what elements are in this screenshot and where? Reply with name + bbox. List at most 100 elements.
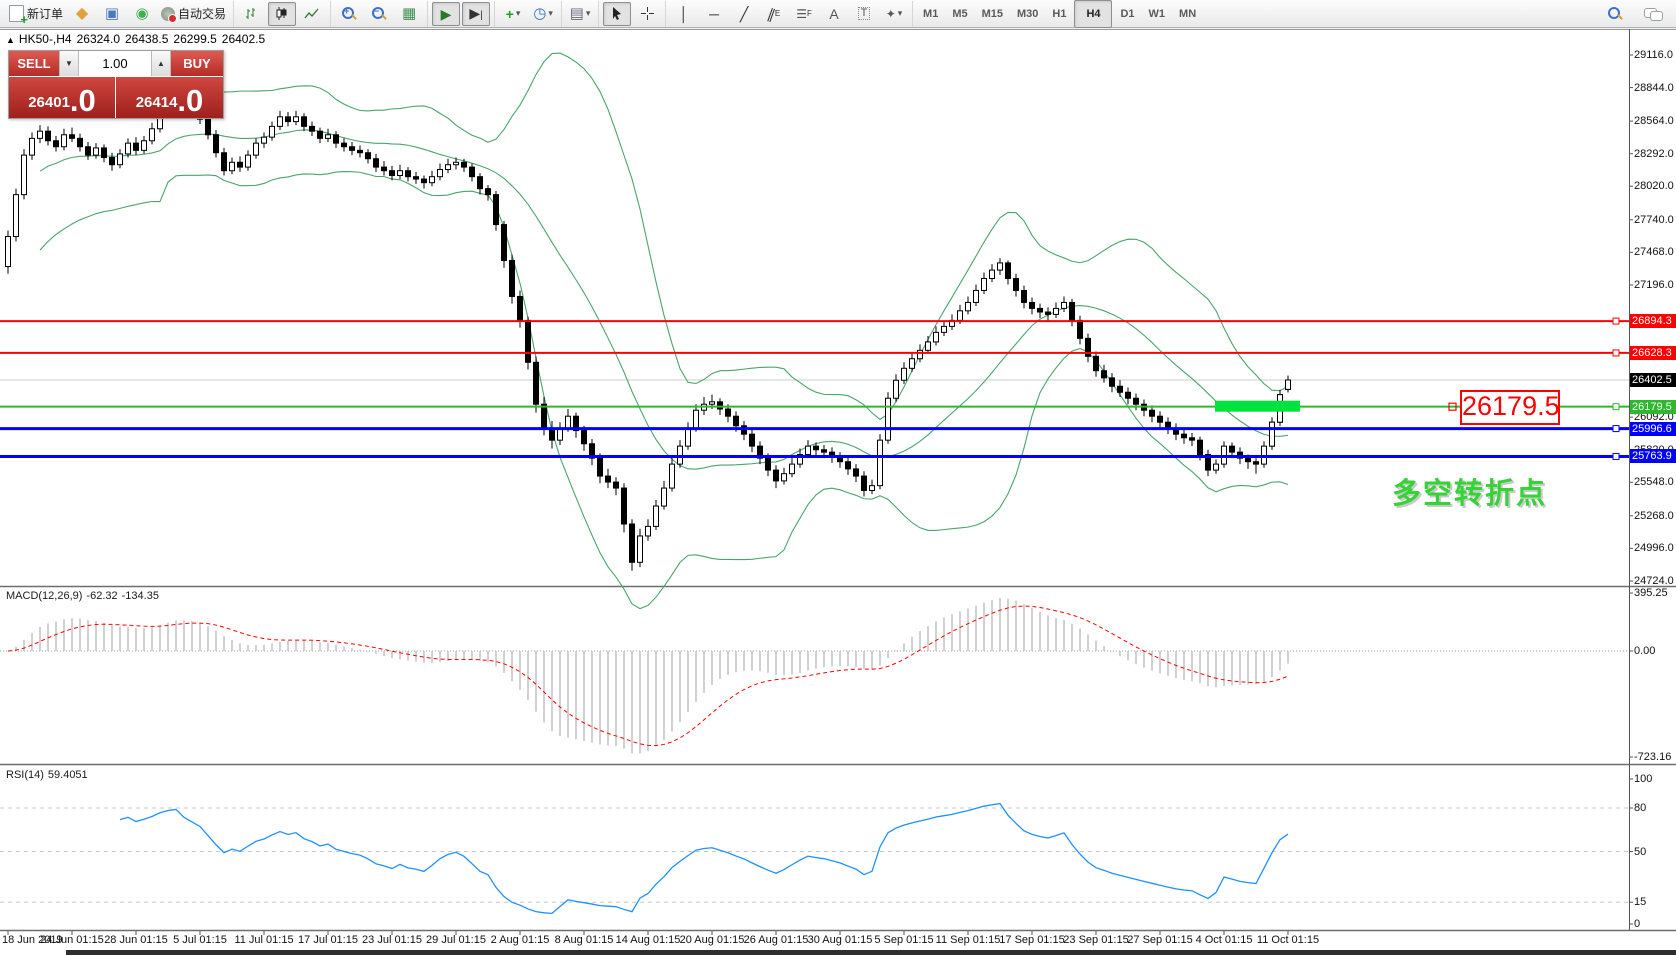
chart-canvas[interactable] [0, 29, 1676, 955]
buy-button[interactable]: BUY [171, 51, 223, 76]
sell-price-main: 26401 [28, 94, 70, 111]
shapes-button[interactable]: ✦ ▾ [880, 2, 908, 26]
auto-scroll-button[interactable]: ▶ [432, 1, 461, 26]
hline-anchor-icon[interactable] [1612, 452, 1620, 460]
market-button[interactable]: ◆ [68, 2, 96, 26]
tile-windows-icon: ▦ [401, 5, 417, 22]
crosshair-icon [640, 7, 654, 20]
timeframe-mn[interactable]: MN [1179, 7, 1197, 20]
zoom-in-icon: + [341, 6, 357, 22]
channel-button[interactable]: ∥ E [760, 2, 788, 26]
hline-anchor-icon[interactable] [1612, 425, 1620, 433]
periods-button[interactable]: ◷ ▾ [529, 2, 557, 26]
crosshair-button[interactable] [633, 2, 661, 26]
symbol-period-label: HK50-,H4 [18, 32, 72, 46]
templates-button[interactable]: ▤ ▾ [566, 2, 594, 26]
text-button[interactable]: A [820, 2, 848, 26]
new-order-label: 新订单 [27, 7, 64, 21]
timeframe-m1[interactable]: M1 [923, 7, 939, 20]
candlesticks [5, 88, 1291, 571]
indicators-button[interactable]: + ▾ [499, 2, 527, 26]
candlestick-chart-button[interactable] [268, 1, 297, 26]
channel-icon-sub: E [774, 9, 781, 18]
fibonacci-button[interactable]: ☰ F [790, 2, 818, 26]
line-chart-button[interactable] [298, 2, 326, 26]
sell-price[interactable]: 26401 .0 [9, 77, 116, 118]
market-icon: ◆ [75, 4, 89, 22]
arrow-up-icon: ▲ [157, 59, 165, 68]
macd-signal-line [7, 605, 1289, 747]
volume-decrease-button[interactable]: ▼ [59, 51, 79, 76]
buy-price-main: 26414 [135, 94, 178, 111]
new-order-button[interactable]: + 新订单 [6, 2, 66, 26]
timeframe-m30[interactable]: M30 [1017, 7, 1039, 20]
collapse-triangle-icon[interactable]: ▲ [6, 35, 15, 45]
autotrading-label: 自动交易 [178, 7, 227, 21]
toolbar-group-timeframes: M1 M5 M15 M30 H1 H4 D1 W1 MN [912, 0, 1206, 28]
chart-shift-button[interactable]: ▶| [462, 1, 491, 26]
callout-anchor-icon[interactable] [1448, 402, 1457, 411]
signals-button[interactable]: ◉ [128, 2, 156, 26]
toolbar-right [1600, 2, 1674, 26]
trendline-button[interactable]: ╱ [730, 2, 758, 26]
autotrading-button[interactable]: 自动交易 [158, 2, 229, 26]
chat-button[interactable] [1639, 2, 1667, 26]
zoom-in-button[interactable]: + [335, 2, 363, 26]
toolbar-group-trade: + 新订单 ◆ ▣ ◉ 自动交易 [2, 1, 233, 27]
taskbar-edge [66, 950, 1676, 955]
search-icon [1607, 6, 1623, 22]
new-order-icon: + [9, 5, 28, 26]
autotrading-icon [161, 6, 178, 23]
sell-button[interactable]: SELL [9, 51, 59, 76]
vertical-line-button[interactable]: │ [670, 2, 698, 26]
search-button[interactable] [1601, 2, 1629, 26]
arrow-down-icon: ▼ [65, 59, 73, 68]
cursor-icon [613, 7, 622, 20]
timeframe-m15[interactable]: M15 [981, 7, 1003, 20]
bar-chart-button[interactable] [238, 2, 266, 26]
toolbar-group-objects: │ ─ ╱ ∥ E ☰ F A T ✦ ▾ [665, 0, 912, 27]
add-indicator-icon: + [505, 5, 514, 22]
timeframe-h4[interactable]: H4 [1074, 0, 1113, 28]
line-chart-icon [304, 8, 319, 18]
timeframe-w1[interactable]: W1 [1148, 7, 1166, 20]
sell-price-dec: .0 [69, 83, 96, 118]
buy-price-dec: .0 [177, 83, 204, 118]
tile-windows-button[interactable]: ▦ [395, 2, 423, 26]
horizontal-line-button[interactable]: ─ [700, 2, 728, 26]
shapes-icon: ✦ [885, 6, 896, 21]
rsi-line [119, 802, 1289, 915]
text-label-icon: T [857, 7, 871, 20]
chat-icon [1644, 7, 1663, 21]
auto-scroll-icon: ▶ [440, 5, 452, 22]
zoom-out-button[interactable]: − [365, 2, 393, 26]
chevron-down-icon: ▾ [515, 8, 521, 18]
volume-increase-button[interactable]: ▲ [151, 51, 171, 76]
chevron-down-icon: ▾ [548, 8, 553, 18]
highlight-box[interactable] [1215, 400, 1300, 412]
timeframe-d1[interactable]: D1 [1120, 7, 1135, 20]
text-label-button[interactable]: T [850, 2, 878, 26]
volume-input[interactable] [79, 51, 151, 76]
hline-anchor-icon[interactable] [1612, 317, 1620, 325]
turning-point-annotation[interactable]: 多空转折点 [1392, 478, 1548, 510]
hline-anchor-icon[interactable] [1612, 403, 1620, 411]
trendline-icon: ╱ [739, 5, 749, 22]
hline-anchor-icon[interactable] [1612, 349, 1620, 357]
macd-histogram [15, 598, 1289, 754]
terminal-icon: ▣ [104, 5, 120, 22]
toolbar-group-charttype [233, 0, 330, 27]
one-click-trading-panel: SELL ▼ ▲ BUY 26401 .0 26414 .0 [8, 50, 224, 119]
terminal-button[interactable]: ▣ [98, 2, 126, 26]
clock-icon: ◷ [533, 5, 547, 22]
cursor-button[interactable] [603, 1, 632, 26]
buy-price[interactable]: 26414 .0 [116, 77, 223, 118]
macd-name: MACD(12,26,9) [6, 590, 83, 602]
price-callout-label[interactable]: 26179.5 [1460, 390, 1560, 425]
candlestick-chart-icon [276, 6, 287, 20]
timeframe-h1[interactable]: H1 [1052, 7, 1067, 20]
timeframe-m5[interactable]: M5 [952, 7, 968, 20]
chart-header: ▲ HK50-,H4 26324.0 26438.5 26299.5 26402.5 [6, 32, 270, 46]
signals-icon: ◉ [135, 5, 149, 22]
